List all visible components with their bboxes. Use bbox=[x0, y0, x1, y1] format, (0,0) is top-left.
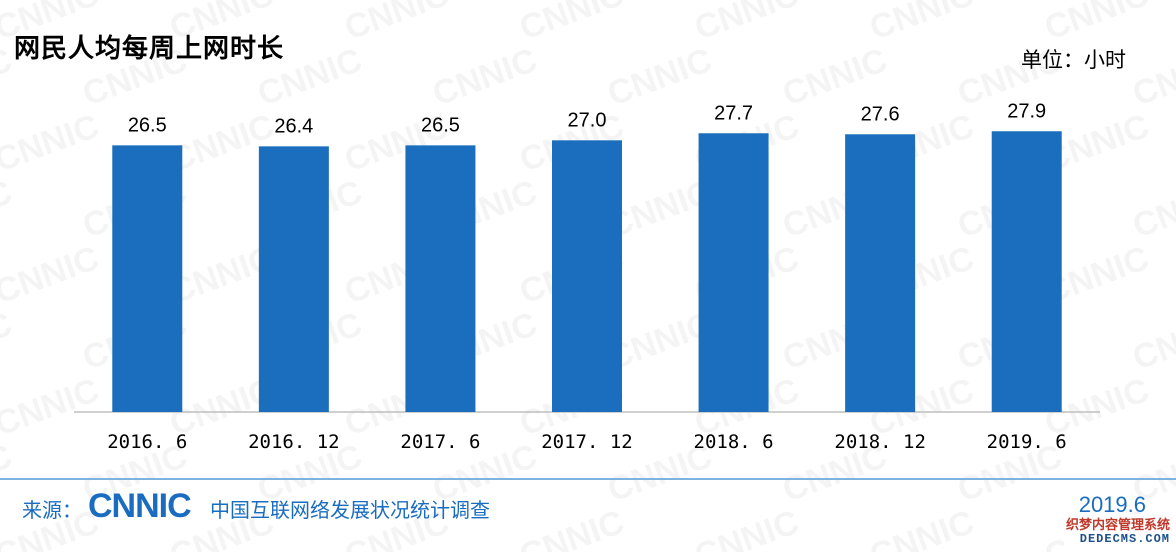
footer-divider bbox=[0, 478, 1176, 480]
bar-3 bbox=[552, 140, 622, 412]
data-label-0: 26.5 bbox=[128, 114, 167, 136]
data-label-1: 26.4 bbox=[274, 115, 313, 137]
bar-5 bbox=[845, 134, 916, 412]
chart-title: 网民人均每周上网时长 bbox=[14, 34, 285, 64]
data-label-5: 27.6 bbox=[861, 103, 900, 125]
bar-6 bbox=[991, 131, 1062, 412]
bar-chart: 26.5 2016. 6 26.4 2016. 12 26.5 2017. 6 27.0 20… bbox=[74, 100, 1100, 453]
data-label-2: 26.5 bbox=[421, 114, 460, 136]
report-date: 2019.6 bbox=[1078, 492, 1146, 517]
bar-1 bbox=[258, 146, 329, 412]
data-label-4: 27.7 bbox=[714, 102, 753, 124]
corner-badge: 织梦内容管理系统 DEDECMS.COM bbox=[1064, 514, 1176, 552]
x-tick-label-2: 2017. 6 bbox=[400, 431, 480, 453]
unit-label: 单位：小时 bbox=[1021, 48, 1126, 72]
source-organization: 中国互联网络发展状况统计调查 bbox=[210, 498, 490, 522]
footer: 来源： CNNIC 中国互联网络发展状况统计调查 2019.6 bbox=[0, 480, 1176, 552]
x-tick-label-0: 2016. 6 bbox=[107, 431, 187, 453]
bar-4 bbox=[698, 133, 769, 413]
cnnic-logo: CNNIC bbox=[88, 488, 192, 522]
x-tick-label-5: 2018. 12 bbox=[834, 431, 926, 453]
x-tick-label-1: 2016. 12 bbox=[248, 431, 340, 453]
corner-badge-en: DEDECMS.COM bbox=[1079, 532, 1170, 546]
bar-0 bbox=[112, 145, 183, 412]
x-tick-label-6: 2019. 6 bbox=[987, 431, 1067, 453]
data-label-3: 27.0 bbox=[568, 109, 607, 131]
corner-badge-cn: 织梦内容管理系统 bbox=[1065, 518, 1170, 533]
bar-2 bbox=[405, 145, 476, 412]
x-tick-label-3: 2017. 12 bbox=[541, 431, 633, 453]
cnnic-logo-text: CNNIC bbox=[88, 488, 191, 522]
source-label: 来源： bbox=[22, 498, 82, 522]
x-tick-label-4: 2018. 6 bbox=[694, 431, 774, 453]
data-label-6: 27.9 bbox=[1007, 100, 1046, 122]
